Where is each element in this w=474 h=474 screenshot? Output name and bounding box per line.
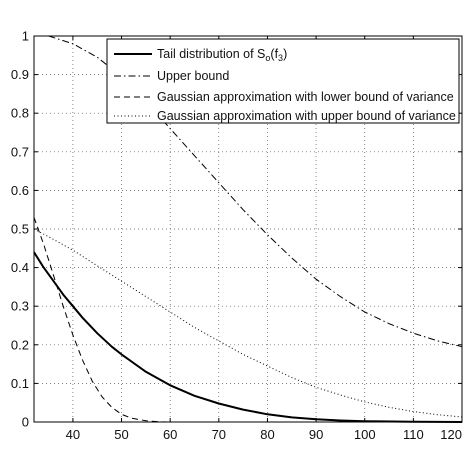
y-tick-label: 0.2 — [11, 337, 29, 352]
series-line-dotted — [33, 228, 463, 418]
legend-label-tail: Tail distribution of So(f3) — [157, 47, 287, 63]
legend-label-upper-bound: Upper bound — [157, 69, 229, 83]
y-tick-label: 0.1 — [11, 376, 29, 391]
legend-box — [106, 38, 460, 124]
series-line-dashed — [33, 217, 180, 423]
y-tick-label: 0.9 — [11, 67, 29, 82]
y-tick-label: 1 — [22, 29, 29, 44]
legend: Tail distribution of So(f3) Upper bound … — [106, 38, 460, 124]
x-tick-label: 110 — [403, 427, 424, 442]
y-tick-label: 0.8 — [11, 106, 29, 121]
ticks: 40 50 60 70 80 90 100 110 120 0 0.1 0.2 0.3 0.4 0.5 0.6… — [11, 29, 463, 442]
legend-label-gaussian-lower: Gaussian approximation with lower bound … — [157, 90, 454, 104]
series-line-solid — [33, 251, 463, 423]
y-tick-label: 0.4 — [11, 260, 29, 275]
x-tick-label: 40 — [66, 427, 80, 442]
series-line-dashdot — [34, 35, 463, 348]
x-tick-label: 60 — [163, 427, 177, 442]
x-tick-label: 100 — [354, 427, 376, 442]
x-tick-label: 120 — [440, 427, 462, 442]
y-tick-label: 0.6 — [11, 183, 29, 198]
x-tick-label: 50 — [114, 427, 128, 442]
y-tick-label: 0.5 — [11, 222, 29, 237]
legend-label-gaussian-upper: Gaussian approximation with upper bound … — [157, 109, 456, 123]
y-tick-label: 0 — [22, 415, 29, 430]
series-layer — [33, 35, 463, 423]
y-tick-label: 0.7 — [11, 144, 29, 159]
y-tick-label: 0.3 — [11, 299, 29, 314]
x-tick-label: 80 — [260, 427, 274, 442]
x-tick-label: 90 — [309, 427, 323, 442]
x-tick-label: 70 — [212, 427, 226, 442]
